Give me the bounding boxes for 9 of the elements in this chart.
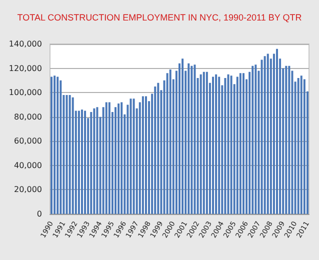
y-tick-label: 80,000	[14, 112, 42, 122]
y-tick-label: 140,000	[8, 40, 42, 48]
y-tick-label: 100,000	[8, 88, 42, 98]
y-tick-label: 120,000	[8, 64, 42, 73]
chart-title: TOTAL CONSTRUCTION EMPLOYMENT IN NYC, 1990-2011 BY QTR	[17, 12, 302, 22]
y-tick-label: 0	[36, 210, 42, 218]
y-tick-label: 40,000	[14, 160, 42, 170]
y-tick-label: 60,000	[14, 136, 42, 146]
y-tick-label: 20,000	[14, 185, 42, 194]
